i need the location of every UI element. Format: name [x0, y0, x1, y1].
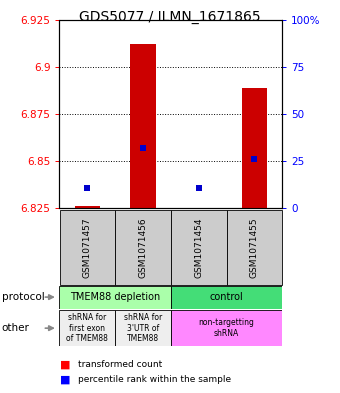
FancyBboxPatch shape	[115, 310, 171, 346]
Text: GSM1071454: GSM1071454	[194, 217, 203, 278]
Text: ■: ■	[59, 374, 70, 384]
Text: GSM1071457: GSM1071457	[83, 217, 92, 278]
Text: control: control	[210, 292, 243, 302]
Text: percentile rank within the sample: percentile rank within the sample	[78, 375, 231, 384]
Text: non-targetting
shRNA: non-targetting shRNA	[199, 318, 254, 338]
FancyBboxPatch shape	[115, 210, 171, 285]
FancyBboxPatch shape	[171, 310, 282, 346]
Text: shRNA for
3'UTR of
TMEM88: shRNA for 3'UTR of TMEM88	[124, 313, 162, 343]
FancyBboxPatch shape	[59, 286, 171, 309]
Bar	[131, 44, 155, 208]
FancyBboxPatch shape	[171, 210, 226, 285]
Text: GSM1071455: GSM1071455	[250, 217, 259, 278]
Text: ■: ■	[59, 360, 70, 370]
Bar	[242, 88, 267, 208]
Text: transformed count: transformed count	[78, 360, 163, 369]
Text: other: other	[2, 323, 30, 333]
FancyBboxPatch shape	[59, 210, 115, 285]
FancyBboxPatch shape	[226, 210, 282, 285]
Bar	[75, 206, 100, 208]
Text: GDS5077 / ILMN_1671865: GDS5077 / ILMN_1671865	[79, 10, 261, 24]
Bar	[186, 208, 211, 212]
Text: TMEM88 depletion: TMEM88 depletion	[70, 292, 160, 302]
FancyBboxPatch shape	[171, 286, 282, 309]
FancyBboxPatch shape	[59, 310, 115, 346]
Text: shRNA for
first exon
of TMEM88: shRNA for first exon of TMEM88	[66, 313, 108, 343]
Text: protocol: protocol	[2, 292, 45, 302]
Text: GSM1071456: GSM1071456	[138, 217, 148, 278]
